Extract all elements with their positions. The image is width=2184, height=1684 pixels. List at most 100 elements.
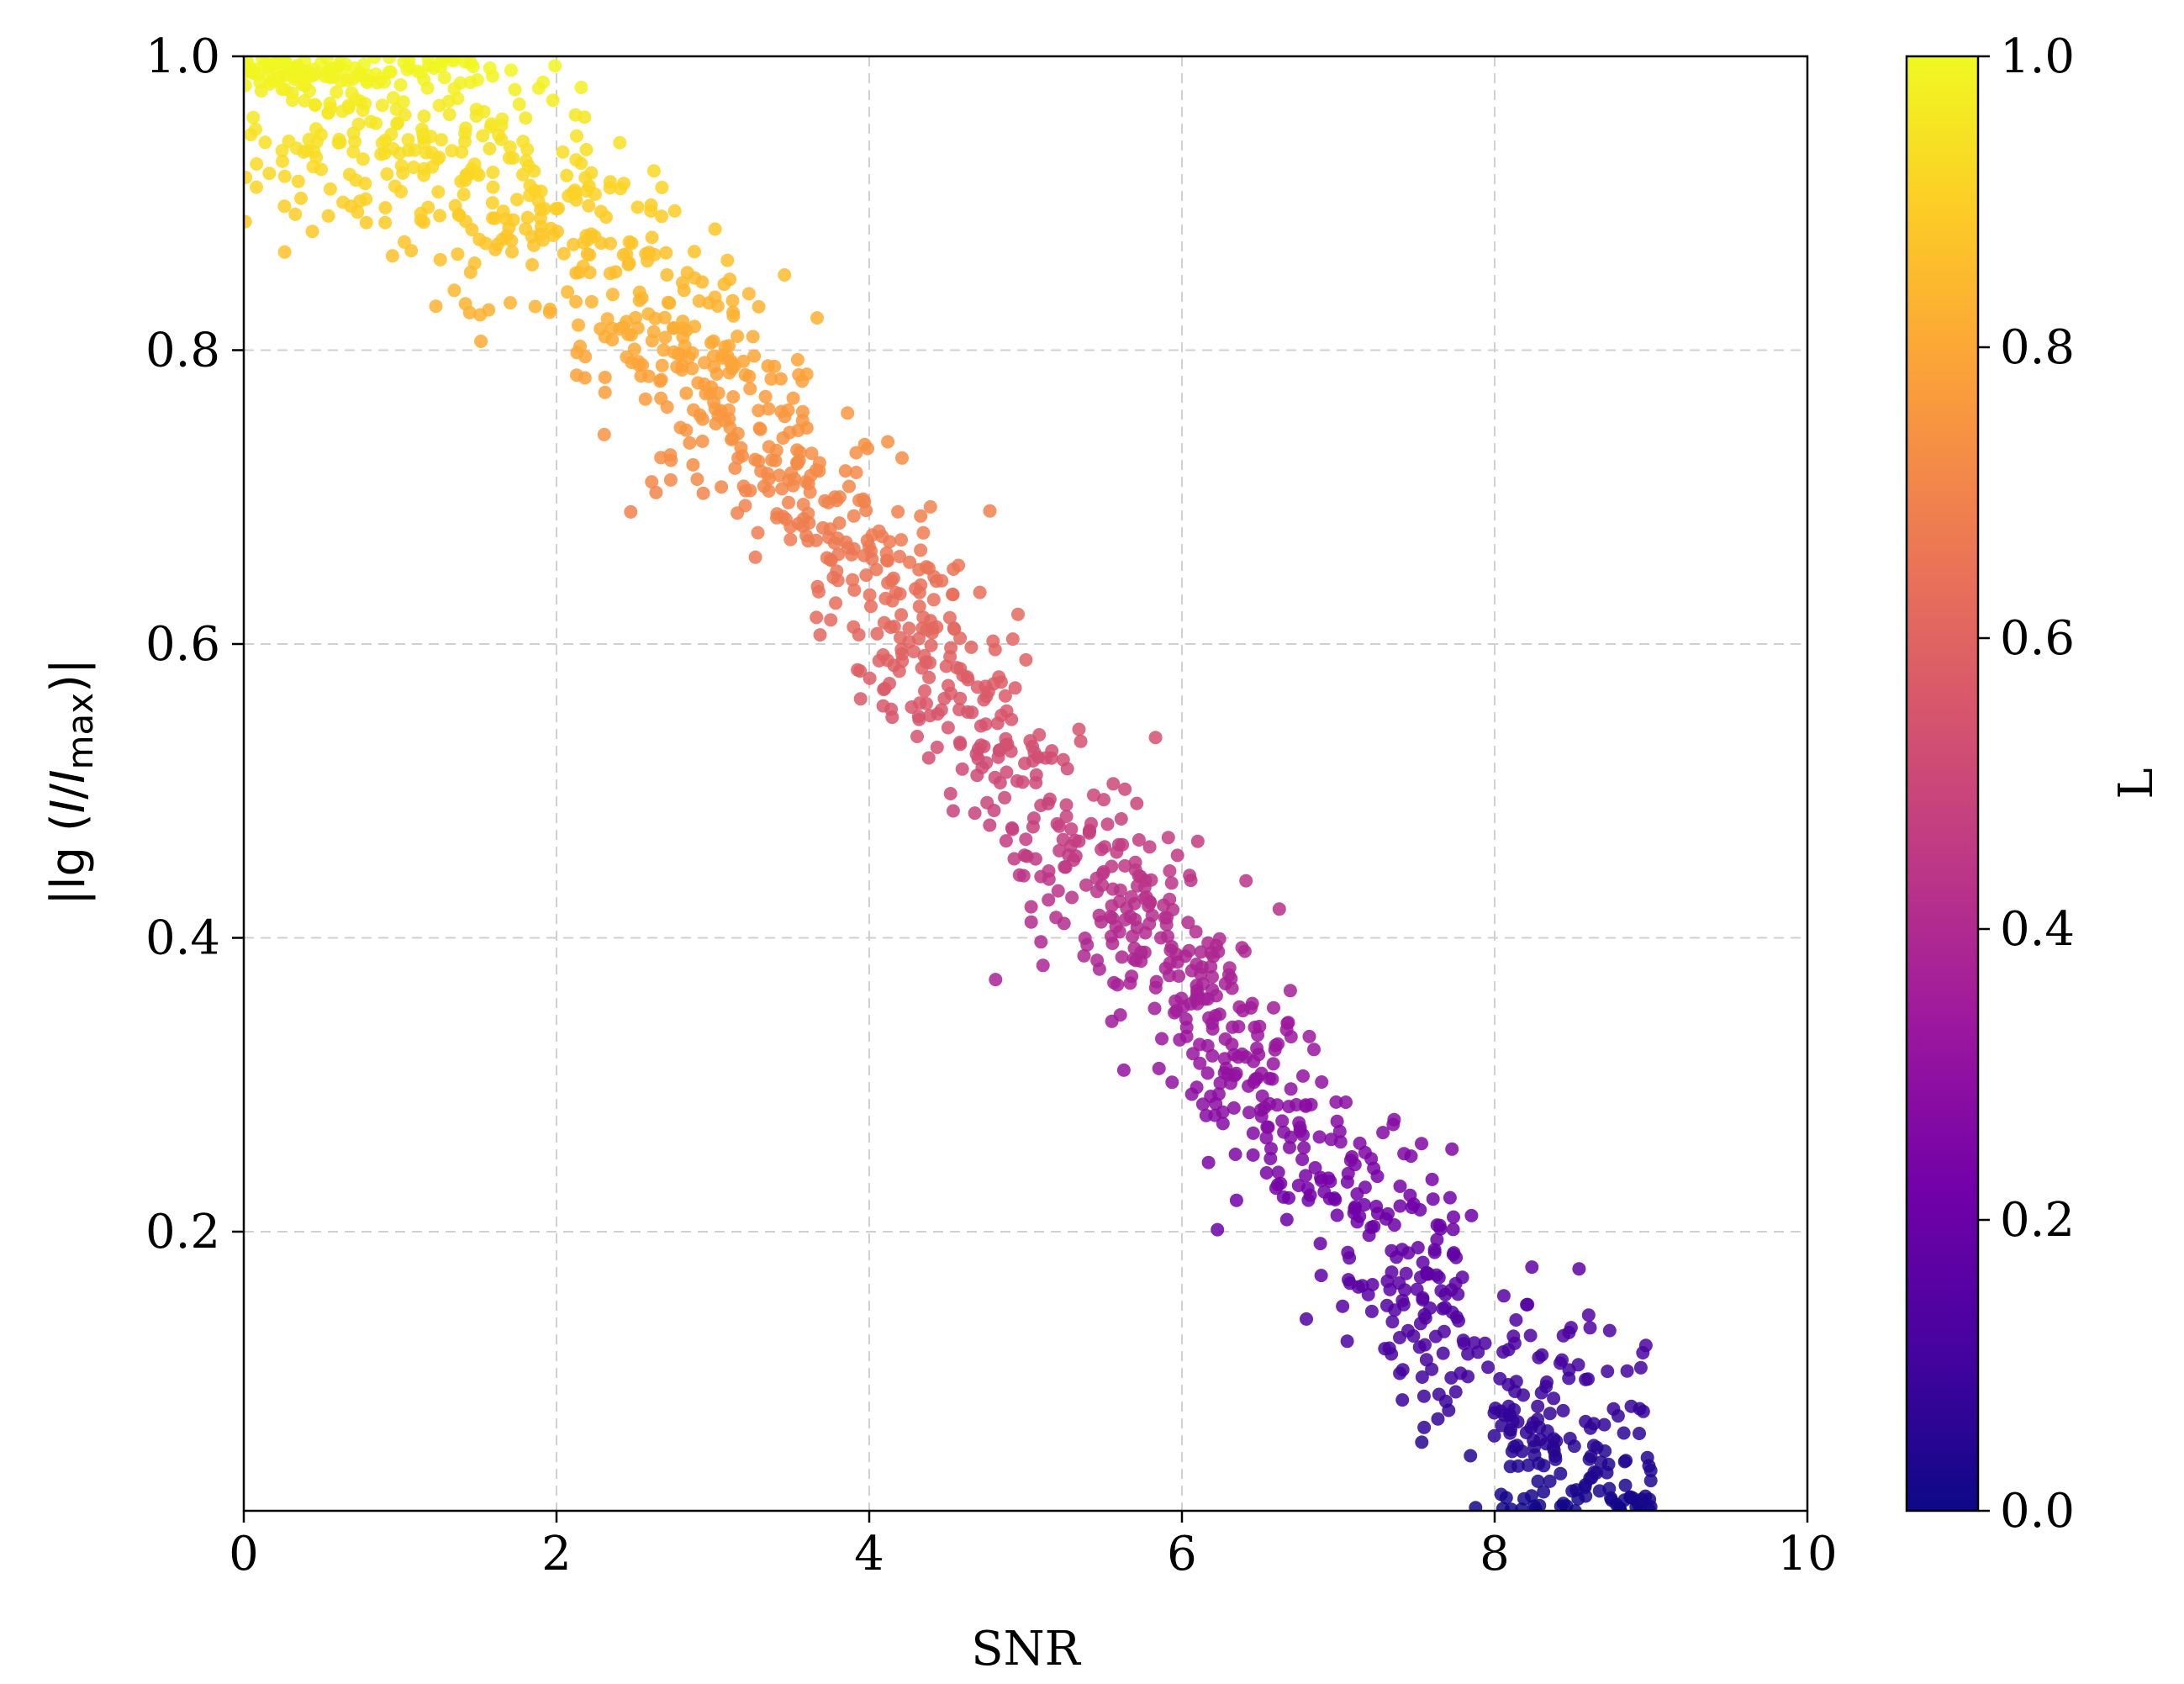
scatter-point xyxy=(382,65,396,79)
plot-frame xyxy=(242,55,1809,1512)
scatter-point xyxy=(878,682,892,695)
scatter-point xyxy=(782,495,795,509)
scatter-point xyxy=(1505,1444,1519,1459)
y-tick-label: 0.8 xyxy=(145,323,220,377)
scatter-point xyxy=(810,610,824,625)
scatter-point xyxy=(534,184,548,198)
scatter-point xyxy=(452,209,467,223)
scatter-point xyxy=(578,371,592,385)
scatter-point xyxy=(1142,840,1157,854)
scatter-point xyxy=(504,63,518,77)
scatter-point xyxy=(375,136,389,150)
scatter-point xyxy=(486,180,500,194)
scatter-point xyxy=(788,472,802,486)
scatter-point xyxy=(1332,1124,1347,1138)
scatter-point xyxy=(778,268,792,282)
scatter-point xyxy=(1511,1459,1525,1473)
scatter-point xyxy=(657,343,671,357)
scatter-point xyxy=(663,472,678,487)
scatter-point xyxy=(752,421,767,436)
scatter-point xyxy=(804,446,819,461)
scatter-point xyxy=(799,367,814,382)
scatter-point xyxy=(1556,1403,1570,1417)
scatter-point xyxy=(1161,831,1175,845)
scatter-point xyxy=(1403,1188,1417,1202)
scatter-point xyxy=(946,588,960,601)
scatter-point xyxy=(1387,1112,1401,1127)
scatter-point xyxy=(686,457,700,472)
scatter-point xyxy=(1496,1289,1511,1303)
x-tick-label: 8 xyxy=(1480,1527,1510,1581)
scatter-point xyxy=(325,61,340,76)
scatter-point xyxy=(1183,868,1197,883)
x-tick-label: 4 xyxy=(854,1527,884,1581)
scatter-point xyxy=(244,171,253,184)
scatter-point xyxy=(677,283,691,298)
scatter-point xyxy=(346,126,361,140)
scatter-point xyxy=(512,98,526,111)
scatter-point xyxy=(393,78,408,92)
scatter-point xyxy=(1106,777,1121,791)
scatter-point xyxy=(912,562,926,577)
scatter-point xyxy=(1126,952,1141,966)
scatter-point xyxy=(1163,943,1178,958)
scatter-point xyxy=(927,570,942,583)
scatter-point xyxy=(277,69,292,83)
scatter-point xyxy=(661,295,675,309)
scatter-point xyxy=(1011,607,1025,621)
scatter-point xyxy=(1446,1222,1460,1237)
scatter-point xyxy=(382,56,397,65)
scatter-point xyxy=(663,448,678,462)
scatter-point xyxy=(1080,937,1095,952)
scatter-point xyxy=(258,135,272,150)
scatter-point xyxy=(1364,1152,1379,1166)
scatter-point xyxy=(1524,1421,1538,1435)
y-axis-label: |lg (I/Imax)| xyxy=(41,658,101,905)
scatter-point xyxy=(870,626,884,641)
scatter-point xyxy=(1531,1474,1545,1488)
scatter-point xyxy=(1358,1198,1371,1212)
scatter-point xyxy=(980,795,994,810)
scatter-point xyxy=(483,141,497,156)
scatter-point xyxy=(1297,1141,1311,1155)
scatter-point xyxy=(1295,1153,1310,1166)
scatter-point xyxy=(378,201,393,215)
y-tick-label: 0.4 xyxy=(145,911,220,965)
scatter-point xyxy=(442,108,456,122)
scatter-point xyxy=(1113,883,1127,897)
scatter-point xyxy=(1601,1365,1615,1379)
scatter-point xyxy=(1579,1414,1593,1428)
scatter-point xyxy=(534,203,548,217)
scatter-point xyxy=(1508,1385,1522,1398)
scatter-point xyxy=(846,573,860,587)
scatter-point xyxy=(795,414,810,428)
scatter-point xyxy=(1330,1208,1344,1222)
scatter-point xyxy=(731,330,745,343)
scatter-point xyxy=(1095,842,1109,857)
scatter-point xyxy=(504,296,517,310)
scatter-point xyxy=(810,311,824,325)
scatter-point xyxy=(1532,1456,1546,1470)
scatter-point xyxy=(655,181,669,194)
scatter-point xyxy=(853,692,868,706)
scatter-point xyxy=(579,143,593,156)
scatter-point xyxy=(731,426,745,441)
scatter-point xyxy=(1430,1233,1444,1247)
scatter-point xyxy=(560,168,574,182)
x-axis-ticks: 0 2 4 6 8 10 xyxy=(229,1511,1838,1581)
scatter-point xyxy=(1213,1076,1227,1090)
scatter-point xyxy=(1427,1245,1442,1259)
scatter-point xyxy=(1111,837,1126,852)
scatter-point xyxy=(751,525,765,540)
scatter-point xyxy=(584,294,599,309)
scatter-point xyxy=(914,509,928,523)
scatter-point xyxy=(346,145,361,159)
scatter-point xyxy=(1643,1474,1658,1488)
scatter-point xyxy=(620,350,634,364)
scatter-point xyxy=(594,204,608,219)
scatter-point xyxy=(551,224,564,239)
scatter-point xyxy=(569,266,583,280)
scatter-point xyxy=(1642,1502,1656,1511)
scatter-point xyxy=(764,372,778,386)
scatter-point xyxy=(631,355,646,369)
